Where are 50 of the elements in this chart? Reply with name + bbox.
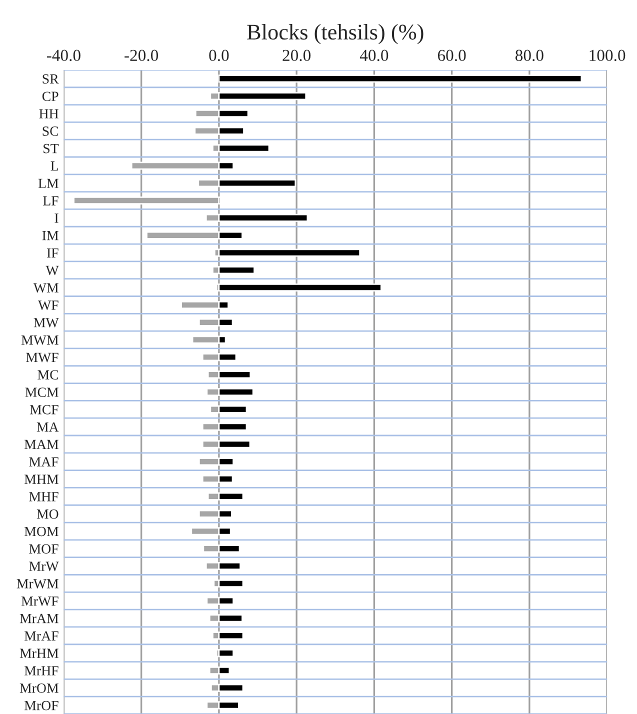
bar [218, 248, 361, 257]
y-tick-label: I [54, 214, 58, 223]
y-tick-label: MrAF [24, 631, 58, 640]
y-tick-label: IF [46, 248, 58, 258]
y-tick-label: MrW [29, 562, 59, 572]
y-tick-label: ST [44, 144, 59, 154]
x-tick-label: 80.0 [515, 50, 544, 62]
x-tick-label: 20.0 [282, 50, 311, 62]
y-tick-label: MrHM [20, 648, 58, 658]
y-tick-label: MOM [24, 526, 58, 536]
bar [218, 284, 382, 292]
y-tick-label: LM [38, 178, 58, 188]
y-tick-label: MWM [21, 335, 58, 345]
y-tick-label: CP [42, 92, 58, 102]
y-tick-label: MC [38, 370, 58, 380]
y-tick-label: MHM [24, 474, 58, 484]
y-tick-label: W [46, 266, 59, 276]
y-tick-label: L [50, 161, 58, 171]
x-tick-label: 40.0 [360, 50, 388, 62]
y-tick-label: MA [36, 422, 59, 432]
y-tick-label: HH [39, 109, 58, 118]
y-tick-label: LF [43, 196, 58, 206]
x-tick-label: -20.0 [124, 50, 158, 62]
bar [218, 649, 234, 658]
bar [218, 74, 582, 83]
y-tick-label: WF [38, 300, 58, 310]
y-tick-label: MHF [29, 492, 58, 502]
x-tick-label: 60.0 [438, 50, 466, 62]
y-tick-label: MrOF [24, 700, 58, 710]
chart-title: Blocks (tehsils) (%) [247, 24, 424, 44]
y-tick-label: MrWF [21, 596, 58, 606]
x-tick-label: -40.0 [46, 50, 80, 62]
y-tick-label: MrHF [24, 666, 58, 676]
y-tick-label: SR [42, 74, 59, 84]
y-tick-label: MWF [26, 352, 58, 362]
y-tick-label: MrOM [20, 684, 58, 693]
y-tick-label: SC [42, 126, 58, 136]
y-tick-label: MW [34, 318, 59, 328]
y-tick-label: MCM [25, 388, 58, 397]
x-tick-label: 100.0 [590, 50, 626, 62]
x-tick-label: 0.0 [209, 50, 229, 62]
y-tick-label: MrAM [20, 614, 58, 624]
y-tick-label: MCF [30, 405, 58, 414]
y-tick-label: MrWM [16, 579, 58, 588]
y-tick-label: WM [33, 283, 58, 293]
y-tick-label: MAM [24, 440, 58, 450]
y-tick-label: MOF [29, 544, 58, 554]
y-tick-label: IM [42, 231, 58, 240]
y-tick-label: MAF [29, 457, 58, 466]
y-tick-label: MO [36, 509, 58, 519]
